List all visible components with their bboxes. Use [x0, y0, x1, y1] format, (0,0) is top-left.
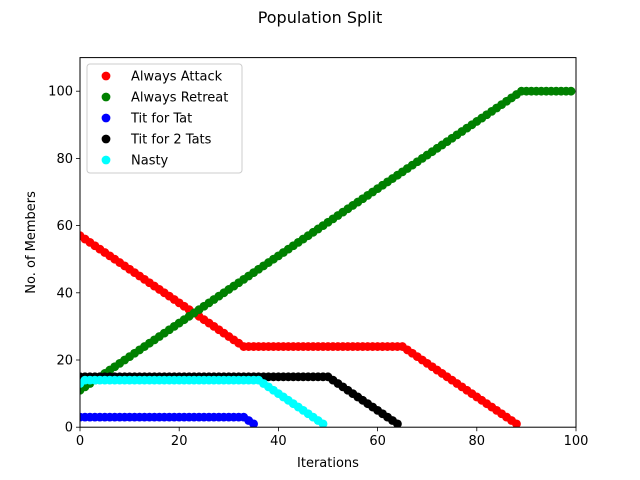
plot-frame — [79, 57, 577, 428]
legend-entry: Nasty — [101, 154, 169, 169]
chart-title: Population Split — [258, 8, 383, 27]
legend-label: Tit for 2 Tats — [130, 133, 212, 148]
legend-marker — [101, 113, 111, 123]
legend-entry: Always Retreat — [101, 91, 228, 106]
y-tick-label: 20 — [56, 354, 73, 369]
data-point — [249, 419, 258, 428]
legend-entry: Tit for Tat — [101, 112, 192, 127]
axis-ticks: 0 20 40 60 80 100 0 20 40 60 80 100 — [48, 85, 588, 450]
plot-area — [80, 86, 576, 428]
data-point — [512, 419, 521, 428]
legend-label: Tit for Tat — [130, 112, 192, 127]
legend-marker — [101, 92, 111, 102]
y-tick-label: 80 — [56, 152, 73, 167]
legend-label: Nasty — [131, 154, 169, 169]
x-axis-label: Iterations — [297, 456, 359, 471]
y-tick-label: 40 — [56, 286, 73, 301]
y-tick-label: 60 — [56, 219, 73, 234]
legend-entry: Tit for 2 Tats — [101, 133, 212, 148]
legend-marker — [101, 155, 111, 165]
legend-marker — [101, 71, 111, 81]
series-tit-for-tat — [80, 412, 258, 428]
data-point — [318, 419, 328, 428]
legend-entry: Always Attack — [101, 70, 223, 85]
legend-label: Always Retreat — [131, 91, 228, 106]
x-tick-label: 0 — [76, 434, 84, 449]
legend-marker — [101, 134, 111, 144]
series-always-retreat — [80, 86, 576, 395]
legend-box — [86, 63, 243, 174]
data-point — [393, 419, 402, 428]
y-tick-label: 100 — [48, 85, 73, 100]
y-tick-label: 0 — [65, 421, 73, 436]
y-axis-label: No. of Members — [24, 191, 39, 294]
x-tick-label: 60 — [369, 434, 386, 449]
series-nasty — [80, 375, 328, 428]
series-always-attack — [80, 231, 521, 428]
x-tick-label: 100 — [564, 434, 589, 449]
x-tick-label: 40 — [270, 434, 287, 449]
x-tick-label: 20 — [171, 434, 188, 449]
legend: Always Attack Always Retreat Tit for Tat Ti… — [86, 63, 243, 174]
x-tick-label: 80 — [469, 434, 486, 449]
legend-label: Always Attack — [131, 70, 223, 85]
data-point — [566, 86, 576, 96]
